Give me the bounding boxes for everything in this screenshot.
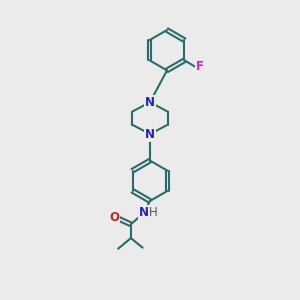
Text: N: N <box>145 96 155 109</box>
Text: N: N <box>145 128 155 141</box>
Text: H: H <box>148 206 157 219</box>
Text: N: N <box>139 206 149 219</box>
Text: O: O <box>109 211 119 224</box>
Text: F: F <box>196 60 204 73</box>
